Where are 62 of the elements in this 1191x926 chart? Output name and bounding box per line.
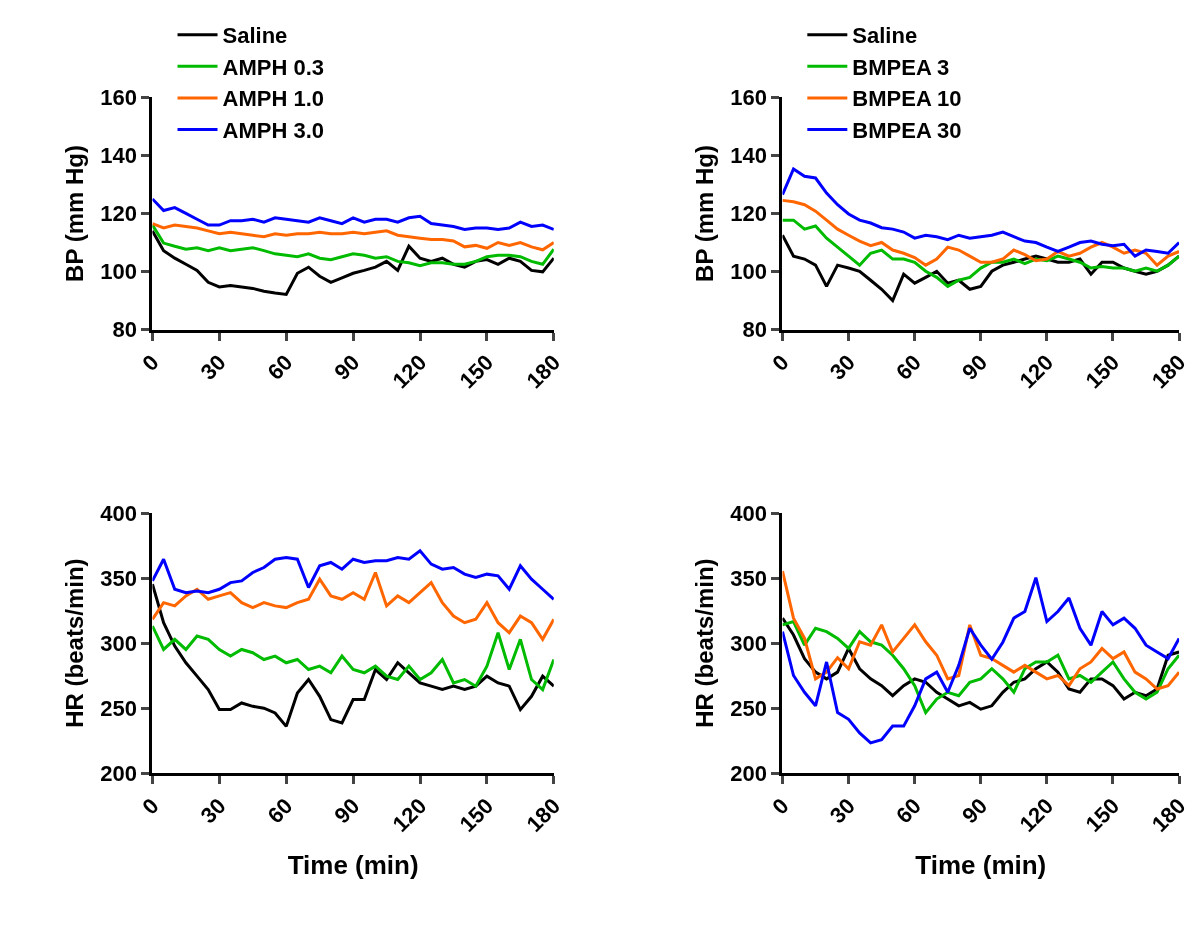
x-tick-label: 90 — [329, 349, 365, 385]
y-tick-label: 300 — [100, 630, 138, 656]
x-tick-label: 30 — [824, 793, 860, 829]
x-tick-label: 30 — [824, 349, 860, 385]
x-tick-label: 120 — [1014, 793, 1059, 837]
x-tick-label: 90 — [329, 793, 365, 829]
y-tick-label: 400 — [730, 500, 768, 526]
x-tick-label: 0 — [137, 793, 164, 820]
x-tick-label: 0 — [137, 349, 164, 377]
y-axis-title: HR (beats/min) — [61, 558, 89, 728]
x-tick-label: 0 — [767, 349, 794, 377]
x-tick-label: 60 — [891, 349, 926, 385]
y-tick-label: 120 — [730, 201, 768, 227]
x-tick-label: 30 — [195, 349, 231, 385]
legend-label: Saline — [852, 23, 918, 49]
y-tick-label: 80 — [742, 317, 768, 343]
y-axis-title: BP (mm Hg) — [691, 144, 719, 282]
y-tick-label: 160 — [100, 84, 138, 110]
y-tick-label: 400 — [100, 500, 138, 526]
x-tick-label: 90 — [957, 349, 993, 385]
x-tick-label: 90 — [957, 793, 993, 829]
y-tick-label: 250 — [100, 695, 138, 721]
x-axis-title: Time (min) — [287, 849, 419, 880]
x-tick-label: 120 — [1014, 349, 1059, 394]
x-axis-title: Time (min) — [915, 849, 1047, 880]
x-tick-label: 120 — [387, 349, 432, 394]
x-tick-label: 60 — [262, 349, 298, 385]
x-tick-label: 150 — [454, 793, 499, 837]
legend-label: BMPEA 30 — [852, 118, 962, 144]
y-tick-label: 350 — [730, 565, 768, 591]
legend-label: AMPH 0.3 — [222, 54, 324, 80]
x-tick-label: 180 — [1146, 349, 1191, 394]
y-tick-label: 250 — [730, 695, 768, 721]
x-tick-label: 180 — [521, 793, 566, 837]
y-tick-label: 160 — [730, 84, 768, 110]
x-tick-label: 180 — [521, 349, 566, 394]
y-tick-label: 140 — [730, 143, 768, 169]
y-tick-label: 200 — [730, 760, 768, 786]
legend-label: AMPH 1.0 — [222, 86, 324, 112]
y-tick-label: 80 — [112, 317, 138, 343]
y-tick-label: 140 — [100, 143, 138, 169]
x-tick-label: 0 — [767, 793, 794, 820]
x-tick-label: 30 — [195, 793, 231, 829]
x-tick-label: 150 — [1080, 349, 1125, 394]
y-tick-label: 120 — [100, 201, 138, 227]
y-tick-label: 100 — [730, 259, 768, 285]
x-tick-label: 60 — [262, 793, 298, 829]
y-tick-label: 200 — [100, 760, 138, 786]
x-tick-label: 60 — [891, 793, 926, 829]
y-tick-label: 350 — [100, 565, 138, 591]
legend-label: BMPEA 10 — [852, 86, 962, 112]
x-tick-label: 120 — [387, 793, 432, 837]
x-tick-label: 150 — [1080, 793, 1125, 837]
y-tick-label: 100 — [100, 259, 138, 285]
x-tick-label: 180 — [1146, 793, 1191, 837]
y-axis-title: BP (mm Hg) — [61, 144, 89, 282]
legend-label: BMPEA 3 — [852, 54, 950, 80]
y-axis-title: HR (beats/min) — [691, 558, 719, 728]
legend-label: Saline — [222, 23, 288, 49]
y-tick-label: 300 — [730, 630, 768, 656]
legend-label: AMPH 3.0 — [222, 118, 324, 144]
x-tick-label: 150 — [454, 349, 499, 394]
